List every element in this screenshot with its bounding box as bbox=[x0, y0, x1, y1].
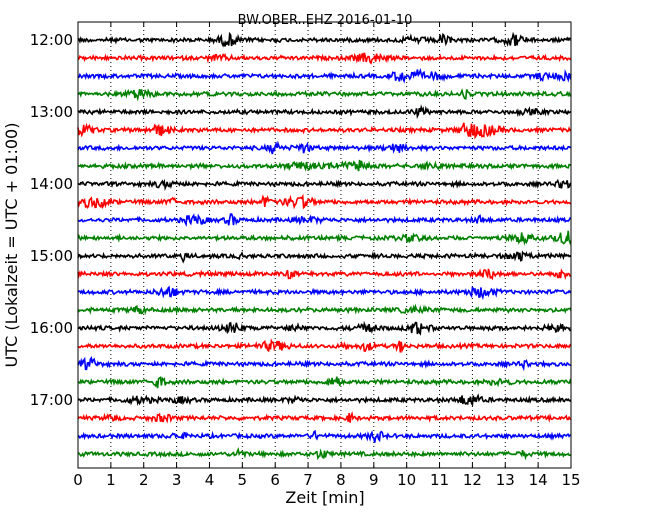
y-tick-label: 15:00 bbox=[30, 247, 73, 265]
trace-1200 bbox=[77, 31, 571, 48]
x-tick-label: 15 bbox=[561, 471, 580, 489]
axis-ticks: 0 1 2 3 4 5 6 7 8 9 10 11 12 13 14 1512:0013:0014:0015:… bbox=[30, 22, 581, 489]
x-tick-label: 14 bbox=[529, 471, 548, 489]
y-tick-label: 13:00 bbox=[30, 103, 73, 121]
x-tick-label: 4 bbox=[205, 471, 215, 489]
trace-1600 bbox=[77, 320, 572, 336]
trace-1345 bbox=[77, 159, 572, 172]
trace-1330 bbox=[77, 140, 571, 155]
x-tick-label: 6 bbox=[270, 471, 280, 489]
trace-1400 bbox=[77, 178, 572, 191]
x-tick-label: 8 bbox=[336, 471, 346, 489]
x-axis-label: Zeit [min] bbox=[285, 488, 364, 507]
x-tick-label: 13 bbox=[496, 471, 515, 489]
trace-1545 bbox=[77, 303, 572, 316]
x-tick-label: 7 bbox=[303, 471, 313, 489]
trace-1700 bbox=[77, 393, 572, 407]
trace-1415 bbox=[77, 193, 572, 210]
x-tick-label: 12 bbox=[463, 471, 482, 489]
trace-1215 bbox=[77, 52, 572, 65]
trace-1715 bbox=[77, 410, 572, 424]
trace-1500 bbox=[77, 250, 572, 264]
y-tick-label: 12:00 bbox=[30, 31, 73, 49]
x-tick-label: 10 bbox=[397, 471, 416, 489]
trace-1645 bbox=[77, 376, 572, 389]
x-tick-label: 0 bbox=[73, 471, 83, 489]
trace-1530 bbox=[77, 285, 572, 300]
trace-1300 bbox=[77, 104, 572, 120]
y-tick-label: 14:00 bbox=[30, 175, 73, 193]
trace-1515 bbox=[77, 268, 572, 281]
x-tick-label: 5 bbox=[238, 471, 248, 489]
y-axis-label: UTC (Lokalzeit = UTC + 01:00) bbox=[2, 123, 21, 368]
trace-1445 bbox=[77, 230, 572, 246]
chart-title: BW.OBER..EHZ 2016-01-10 bbox=[238, 13, 413, 28]
x-tick-label: 9 bbox=[369, 471, 379, 489]
trace-1745 bbox=[77, 446, 572, 461]
seismic-traces bbox=[77, 31, 572, 461]
y-tick-label: 16:00 bbox=[30, 319, 73, 337]
y-tick-label: 17:00 bbox=[30, 391, 73, 409]
trace-1315 bbox=[77, 122, 572, 140]
trace-1615 bbox=[77, 338, 572, 354]
trace-1245 bbox=[77, 88, 572, 102]
trace-1730 bbox=[77, 429, 572, 443]
x-tick-label: 1 bbox=[106, 471, 116, 489]
x-tick-label: 11 bbox=[430, 471, 449, 489]
trace-1230 bbox=[77, 67, 572, 84]
trace-1630 bbox=[77, 356, 572, 372]
plot-frame bbox=[77, 21, 572, 469]
x-tick-label: 3 bbox=[172, 471, 182, 489]
trace-1430 bbox=[77, 213, 572, 228]
x-tick-label: 2 bbox=[139, 471, 149, 489]
